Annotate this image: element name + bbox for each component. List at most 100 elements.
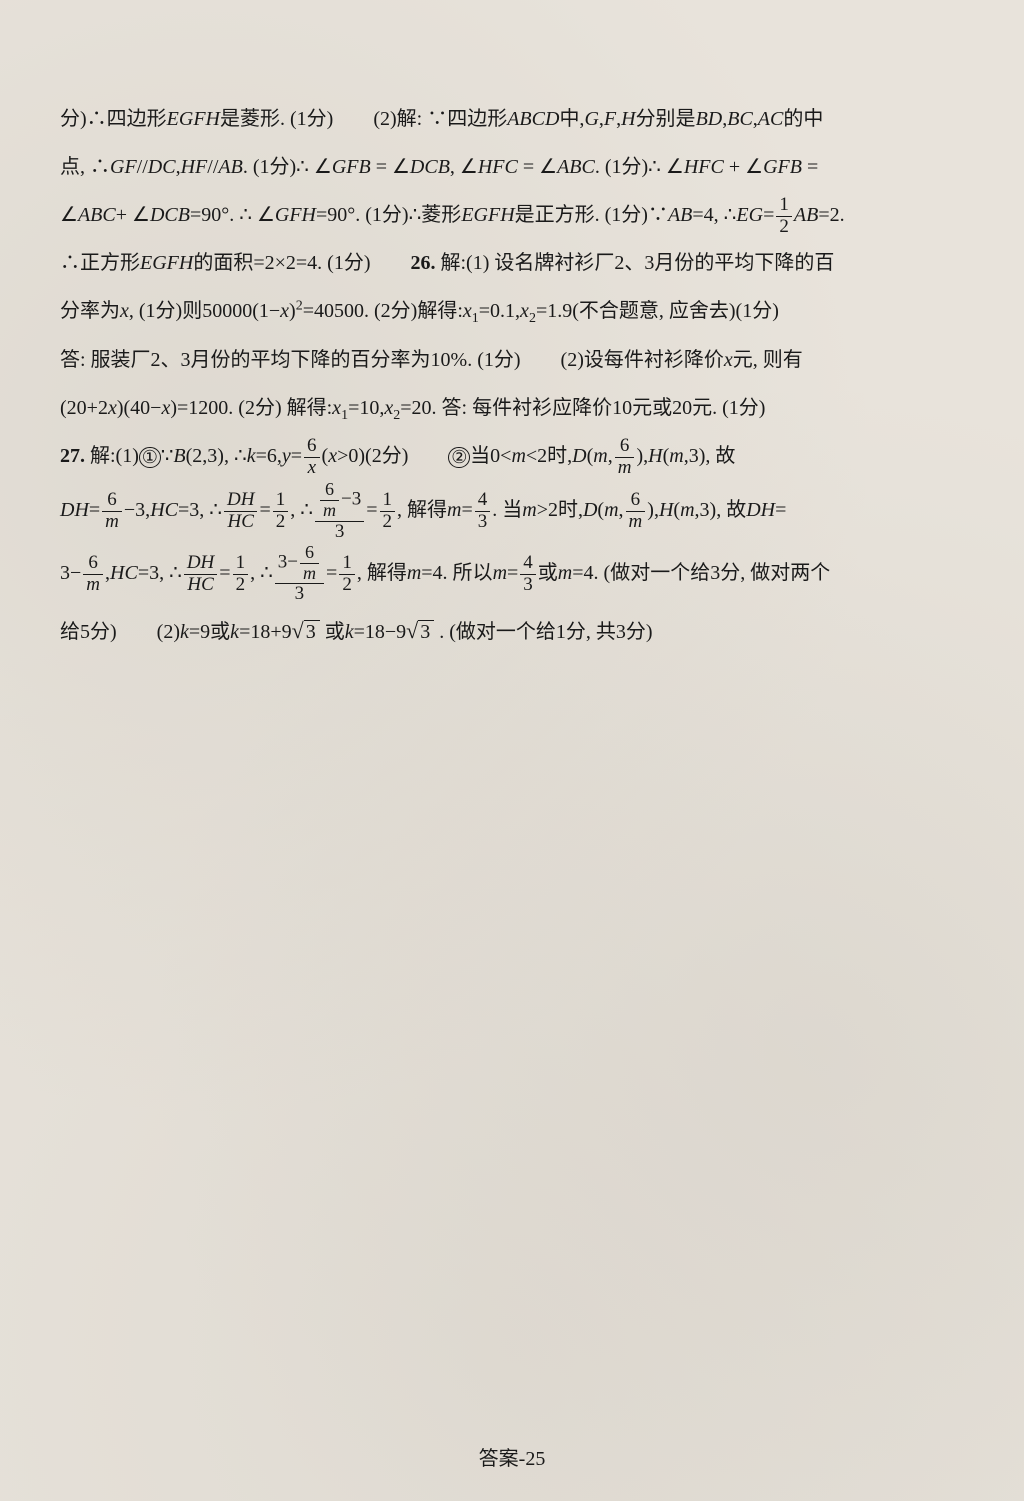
t: = (219, 562, 230, 584)
t: −3 (341, 489, 361, 510)
t: 或 (538, 562, 558, 584)
t: , (1分)则50000(1− (129, 300, 280, 322)
t: ∠ (60, 204, 78, 226)
t: =2. (818, 204, 844, 226)
t: m (493, 562, 507, 584)
t: 中, (559, 108, 584, 130)
t: m (407, 562, 421, 584)
t: 解:(1) 设名牌衬衫厂2、3月份的平均下降的百 (436, 252, 835, 274)
t: AB (218, 156, 242, 178)
denominator: m (320, 501, 339, 521)
t: EGFH (140, 252, 193, 274)
t: x (724, 349, 733, 371)
numerator: DH (184, 553, 217, 575)
t: GFH (275, 204, 316, 226)
denominator: m (615, 458, 635, 479)
t: 2 (529, 311, 536, 326)
t: ) (289, 300, 296, 322)
t: 1 (341, 408, 348, 423)
t: HFC (478, 156, 518, 178)
t: = (366, 499, 377, 521)
inner-fraction: 6m (318, 480, 341, 521)
t: =90°. (1分)∴菱形 (316, 204, 461, 226)
t: 当0< (470, 445, 511, 467)
t: H (659, 499, 673, 521)
t: (2) (157, 621, 180, 643)
circled-1: ① (139, 447, 161, 469)
fraction: DHHC (222, 490, 259, 533)
numerator: 4 (520, 553, 536, 575)
q26-label: 26. (411, 252, 436, 274)
t: k (180, 621, 189, 643)
t: ), (636, 445, 648, 467)
numerator: 6 (102, 490, 122, 512)
numerator: 6 (320, 480, 339, 501)
fraction: 6m (81, 553, 105, 596)
numerator: 6m−3 (315, 480, 364, 522)
t: x (332, 397, 341, 419)
t: m (680, 499, 694, 521)
t: DCB (410, 156, 450, 178)
t: k (230, 621, 239, 643)
t: = (89, 499, 100, 521)
fraction: 12 (337, 553, 357, 596)
fraction: 6x (302, 436, 322, 479)
circled-2: ② (448, 447, 470, 469)
t: m (558, 562, 572, 584)
t: =18+9 (239, 621, 292, 643)
t: 分别是 (636, 108, 696, 130)
t: 2 (296, 298, 303, 313)
numerator: 1 (233, 553, 249, 575)
t: −3, (124, 499, 150, 521)
t: ), (647, 499, 659, 521)
t: AB (668, 204, 692, 226)
denominator: 3 (520, 575, 536, 596)
t: <2时, (526, 445, 572, 467)
t: 1 (472, 311, 479, 326)
line-2: 点, ∴GF//DC,HF//AB. (1分)∴ ∠GFB = ∠DCB, ∠H… (60, 143, 964, 191)
t: =3, ∴ (178, 499, 222, 521)
fraction: 12 (378, 490, 398, 533)
t: m (604, 499, 618, 521)
t: x (520, 300, 529, 322)
t: m (669, 445, 683, 467)
line-3: ∠ABC+ ∠DCB=90°. ∴ ∠GFH=90°. (1分)∴菱形EGFH是… (60, 191, 964, 239)
t: = (507, 562, 518, 584)
line-4: ∴正方形EGFH的面积=2×2=4. (1分)26. 解:(1) 设名牌衬衫厂2… (60, 239, 964, 287)
fraction: DHHC (182, 553, 219, 596)
fraction: 12 (774, 195, 794, 238)
t: 点, ∴ (60, 156, 110, 178)
t: = (775, 499, 786, 521)
q27-label: 27. (60, 445, 85, 467)
t: 3− (278, 551, 298, 572)
t: . (1分)∴ ∠ (243, 156, 332, 178)
t: 的中 (783, 108, 823, 130)
line-8: 27. 解:(1)①∵B(2,3), ∴k=6,y=6x(x>0)(2分)②当0… (60, 432, 964, 480)
line-11: 给5分)(2)k=9或k=18+9√3 或k=18−9√3 . (做对一个给1分… (60, 605, 964, 658)
t: // (137, 156, 148, 178)
fraction: 6m (100, 490, 124, 533)
line-5: 分率为x, (1分)则50000(1−x)2=40500. (2分)解得:x1=… (60, 287, 964, 336)
numerator: 1 (273, 490, 289, 512)
t: 或 (320, 621, 345, 643)
t: =4, ∴ (692, 204, 736, 226)
t: , ∠ (450, 156, 478, 178)
denominator: HC (184, 575, 217, 596)
fraction: 12 (271, 490, 291, 533)
t: 的面积=2×2=4. (1分) (193, 252, 370, 274)
t: BD (696, 108, 723, 130)
denominator: m (102, 512, 122, 533)
t: 解:(1) (85, 445, 139, 467)
t: =1.9(不合题意, 应舍去)(1分) (536, 300, 779, 322)
t: , 解得 (357, 562, 407, 584)
fraction: 6m (613, 436, 637, 479)
t: = ∠ (518, 156, 557, 178)
t: F (604, 108, 616, 130)
t: EG (736, 204, 763, 226)
t: (20+2 (60, 397, 108, 419)
t: = (802, 156, 818, 178)
t: =10, (348, 397, 384, 419)
t: >0)(2分) (337, 445, 408, 467)
numerator: 6 (83, 553, 103, 575)
t: =9或 (189, 621, 230, 643)
